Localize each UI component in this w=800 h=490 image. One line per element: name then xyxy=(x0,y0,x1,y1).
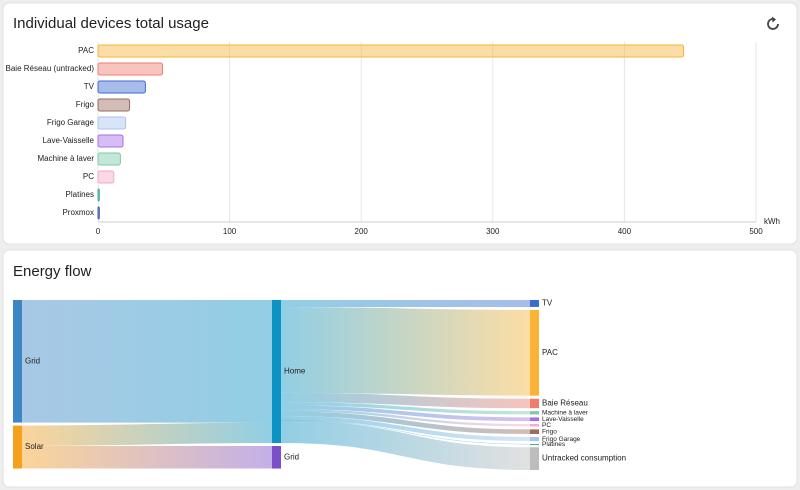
flow-link xyxy=(21,422,273,447)
node-label: Platines xyxy=(542,441,566,448)
bar xyxy=(97,44,685,58)
flow-node xyxy=(13,425,22,469)
axis-label: kWh xyxy=(764,217,780,226)
flow-link xyxy=(280,420,531,470)
node-label: Grid xyxy=(284,452,299,461)
flow-node xyxy=(530,424,539,427)
bar xyxy=(97,206,100,220)
y-tick-label: PC xyxy=(83,172,94,181)
flow-node xyxy=(530,300,539,307)
flow-node xyxy=(530,429,539,435)
flow-link xyxy=(280,306,531,396)
node-label: Solar xyxy=(25,442,44,451)
bar xyxy=(97,98,131,112)
flow-node xyxy=(272,300,281,443)
refresh-button[interactable] xyxy=(767,16,779,30)
y-tick-label: Baie Réseau (untracked) xyxy=(6,64,95,73)
card-title: Individual devices total usage xyxy=(13,15,209,32)
flow-link xyxy=(280,409,531,427)
flow-link xyxy=(280,416,531,442)
node-label: PC xyxy=(542,422,551,429)
bar xyxy=(97,134,124,148)
flow-node xyxy=(13,300,22,423)
node-label: Frigo xyxy=(542,428,557,435)
flow-node xyxy=(530,309,539,396)
flow-node xyxy=(530,398,539,409)
y-tick-label: Frigo Garage xyxy=(47,118,95,127)
node-label: Untracked consumption xyxy=(542,454,626,463)
flow-node xyxy=(530,411,539,415)
refresh-icon xyxy=(767,18,779,30)
flow-node xyxy=(530,417,539,422)
flow-node xyxy=(272,446,281,469)
node-label: Grid xyxy=(25,356,40,365)
bar xyxy=(97,116,127,130)
y-tick-label: Platines xyxy=(66,190,94,199)
y-tick-label: Frigo xyxy=(76,100,95,109)
x-tick-label: 300 xyxy=(486,227,500,236)
y-tick-label: TV xyxy=(84,82,95,91)
x-tick-label: 500 xyxy=(749,227,763,236)
flow-link xyxy=(280,402,531,415)
flow-node xyxy=(530,447,539,470)
refresh-icon xyxy=(772,16,776,23)
bar xyxy=(97,188,100,202)
flow-node xyxy=(530,437,539,442)
flow-link xyxy=(280,405,531,422)
flow-node xyxy=(530,444,539,446)
node-label: Lave-Vaisselle xyxy=(542,416,584,423)
node-label: Home xyxy=(284,367,306,376)
y-tick-label: Machine à laver xyxy=(38,154,95,163)
card-title: Energy flow xyxy=(13,263,92,280)
node-label: Machine à laver xyxy=(542,409,589,416)
x-tick-label: 400 xyxy=(618,227,632,236)
node-label: PAC xyxy=(542,348,558,357)
bar xyxy=(97,80,146,94)
y-tick-label: Proxmox xyxy=(62,208,94,217)
x-tick-label: 200 xyxy=(355,227,369,236)
y-tick-label: PAC xyxy=(78,46,94,55)
flow-link xyxy=(280,419,531,445)
x-tick-label: 0 xyxy=(96,227,101,236)
flow-link xyxy=(280,392,531,409)
node-label: Frigo Garage xyxy=(542,436,581,443)
node-label: TV xyxy=(542,299,553,308)
bar xyxy=(97,170,115,184)
card xyxy=(2,2,798,245)
bar xyxy=(97,62,163,76)
x-tick-label: 100 xyxy=(223,227,237,236)
y-tick-label: Lave-Vaisselle xyxy=(43,136,95,145)
bar xyxy=(97,152,121,166)
node-label: Baie Réseau xyxy=(542,399,588,408)
flow-link xyxy=(280,411,531,435)
